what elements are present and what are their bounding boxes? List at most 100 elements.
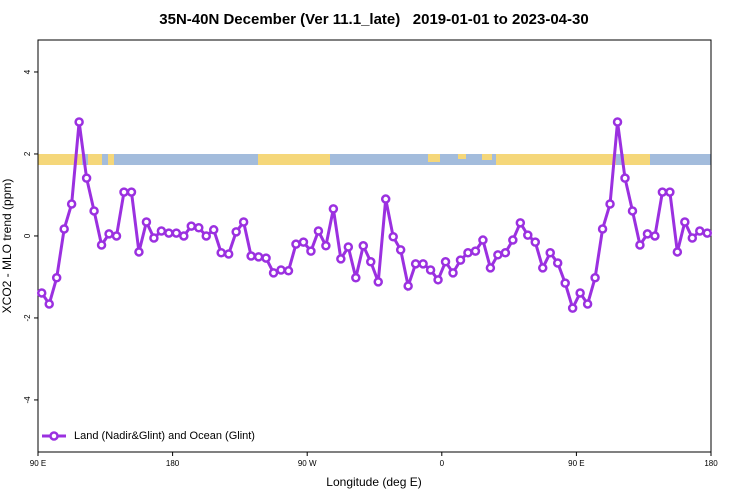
data-point [261, 253, 271, 263]
y-tick-label: 4 [23, 69, 32, 74]
data-point [231, 227, 241, 237]
data-point [478, 235, 488, 245]
data-point [508, 235, 518, 245]
data-point [620, 173, 630, 183]
y-tick-label: 2 [23, 151, 32, 156]
data-point [223, 249, 234, 259]
land-band [482, 154, 492, 160]
data-point [418, 259, 428, 269]
data-point [425, 265, 436, 275]
data-point [186, 221, 197, 231]
data-point [523, 230, 533, 240]
data-point [59, 224, 69, 234]
x-tick-label: 90 E [568, 459, 584, 468]
data-point [171, 228, 182, 238]
data-point [500, 248, 511, 258]
data-point [276, 265, 286, 275]
data-point [440, 257, 451, 267]
land-ocean-band [38, 154, 711, 165]
data-point [650, 231, 660, 241]
data-point [672, 247, 683, 257]
data-point [373, 277, 383, 287]
data-point [485, 263, 496, 273]
data-point [582, 299, 593, 309]
data-point [680, 217, 690, 227]
data-point [395, 245, 406, 255]
data-point [104, 229, 114, 239]
data-point [380, 194, 391, 204]
y-tick-label: 0 [23, 233, 32, 238]
data-point [119, 187, 129, 197]
data-point [321, 241, 331, 251]
data-point [134, 247, 144, 257]
data-point [657, 187, 668, 197]
data-point [470, 246, 481, 256]
y-tick-label: -2 [23, 314, 32, 322]
data-point [612, 117, 623, 127]
data-point [51, 273, 62, 283]
x-tick-label: 90 E [30, 459, 46, 468]
chart-title: 35N-40N December (Ver 11.1_late) 2019-01… [159, 11, 588, 28]
data-point [702, 228, 713, 238]
data-point [560, 278, 570, 288]
data-point [149, 233, 159, 243]
land-band [88, 154, 102, 165]
land-band [258, 154, 330, 165]
data-point [597, 224, 608, 234]
data-point [253, 252, 264, 262]
data-point [627, 206, 638, 216]
data-point [44, 299, 54, 309]
data-point [298, 237, 309, 247]
data-point [403, 281, 413, 291]
data-point [268, 268, 279, 278]
data-point [96, 240, 107, 250]
data-point [164, 228, 174, 238]
data-point [246, 251, 256, 261]
land-band [624, 154, 650, 165]
y-axis-label: XCO2 - MLO trend (ppm) [0, 179, 14, 314]
data-point [111, 231, 122, 241]
data-point [343, 242, 354, 252]
data-point [605, 199, 615, 209]
data-point [306, 246, 316, 256]
data-point [216, 248, 226, 258]
x-axis-label: Longitude (deg E) [326, 475, 421, 489]
data-point [66, 199, 77, 209]
land-band [38, 154, 82, 165]
data-point [410, 259, 421, 269]
data-point [567, 303, 578, 313]
x-tick-label: 180 [166, 459, 180, 468]
land-band [458, 154, 466, 159]
data-point [201, 231, 211, 241]
land-band [428, 154, 440, 162]
land-band [496, 154, 616, 165]
y-tick-label: -4 [23, 396, 32, 404]
data-point [141, 217, 152, 227]
data-point [291, 239, 301, 249]
data-point [89, 206, 99, 216]
ocean-band [38, 154, 711, 165]
data-point [515, 218, 526, 228]
data-point [313, 226, 324, 236]
data-point [545, 248, 555, 258]
data-point [351, 273, 361, 283]
data-point [538, 263, 548, 273]
data-point [463, 248, 473, 258]
data-point [590, 273, 600, 283]
data-point [635, 240, 645, 250]
data-point [238, 217, 249, 227]
land-band [108, 154, 114, 165]
data-point [665, 187, 675, 197]
data-point [81, 173, 92, 183]
data-point [687, 233, 698, 243]
data-point [208, 225, 219, 235]
data-point [642, 229, 653, 239]
data-point [695, 226, 705, 236]
legend-label: Land (Nadir&Glint) and Ocean (Glint) [74, 430, 255, 442]
data-point [194, 223, 204, 233]
data-point [126, 187, 137, 197]
data-point [156, 226, 167, 236]
data-point [575, 288, 585, 298]
data-point [552, 258, 563, 268]
